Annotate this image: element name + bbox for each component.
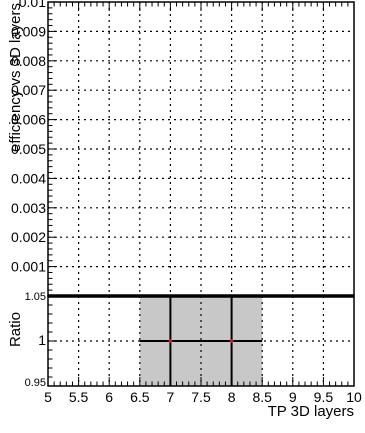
ratio-plot-points — [168, 339, 234, 343]
x-tick-label: 9 — [289, 389, 297, 405]
ratio-y-tick-label: 1 — [38, 332, 46, 348]
x-tick-label: 8.5 — [252, 389, 272, 405]
bottom-y-axis-title: Ratio — [7, 312, 24, 347]
tick-labels: 5 5.5 6 6.5 7 7.5 8 8.5 9 9.5 10 0.001 0.002 0.003 0.0… — [11, 0, 362, 405]
y-tick-label: 0.004 — [11, 170, 46, 186]
x-tick-label: 7 — [167, 389, 175, 405]
y-tick-label: 0.008 — [11, 53, 46, 69]
y-tick-label: 0.01 — [19, 0, 46, 10]
x-axis-title: TP 3D layers — [268, 403, 354, 420]
x-tick-label: 5 — [44, 389, 52, 405]
y-tick-label: 0.002 — [11, 229, 46, 245]
x-tick-label: 5.5 — [69, 389, 89, 405]
y-tick-label: 0.005 — [11, 141, 46, 157]
top-plot-frame — [47, 1, 355, 297]
ratio-point — [229, 339, 234, 343]
x-tick-label: 8 — [228, 389, 236, 405]
top-plot-grid — [48, 2, 354, 296]
y-tick-label: 0.009 — [11, 23, 46, 39]
x-tick-label: 7.5 — [191, 389, 211, 405]
axis-ticks — [47, 1, 355, 387]
x-tick-label: 6.5 — [130, 389, 150, 405]
y-tick-label: 0.006 — [11, 112, 46, 128]
y-tick-label: 0.001 — [11, 259, 46, 275]
ratio-y-tick-label: 1.05 — [25, 291, 46, 303]
y-tick-label: 0.003 — [11, 200, 46, 216]
top-y-axis-title: efficiency vs 3D layers — [7, 3, 24, 152]
ratio-point — [168, 339, 173, 343]
x-tick-label: 10 — [346, 389, 362, 405]
x-tick-label: 6 — [105, 389, 113, 405]
y-tick-label: 0.007 — [11, 82, 46, 98]
ratio-y-tick-label: 0.95 — [25, 377, 46, 389]
x-tick-label: 9.5 — [314, 389, 334, 405]
